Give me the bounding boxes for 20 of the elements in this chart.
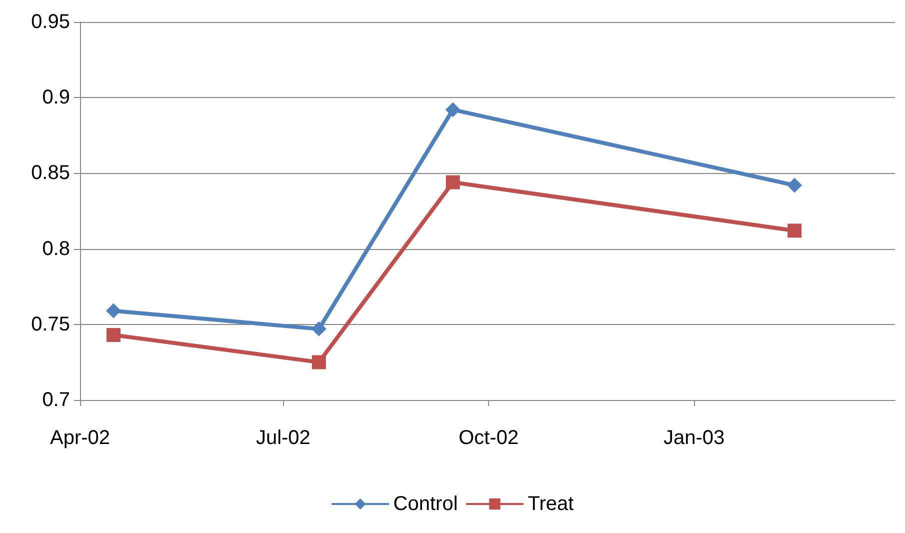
x-tick-label: Apr-02 (50, 427, 110, 449)
point (106, 303, 121, 318)
y-tick-label: 0.95 (31, 11, 70, 33)
y-tick-label: 0.7 (42, 389, 70, 411)
legend-label: Control (393, 493, 458, 515)
y-tick-label: 0.8 (42, 238, 70, 260)
legend-label: Treat (528, 493, 574, 515)
point (106, 328, 120, 342)
point (788, 224, 802, 238)
x-tick-label: Jan-03 (663, 427, 725, 449)
x-tick-label: Oct-02 (458, 427, 519, 449)
point (446, 175, 460, 190)
y-tick-label: 0.9 (42, 86, 70, 109)
point (312, 355, 326, 370)
point (311, 321, 326, 336)
y-tick-label: 0.85 (31, 162, 70, 184)
point (787, 178, 802, 193)
y-tick-label: 0.75 (31, 313, 70, 336)
x-tick-label: Jul-02 (256, 427, 310, 449)
point (445, 102, 460, 118)
